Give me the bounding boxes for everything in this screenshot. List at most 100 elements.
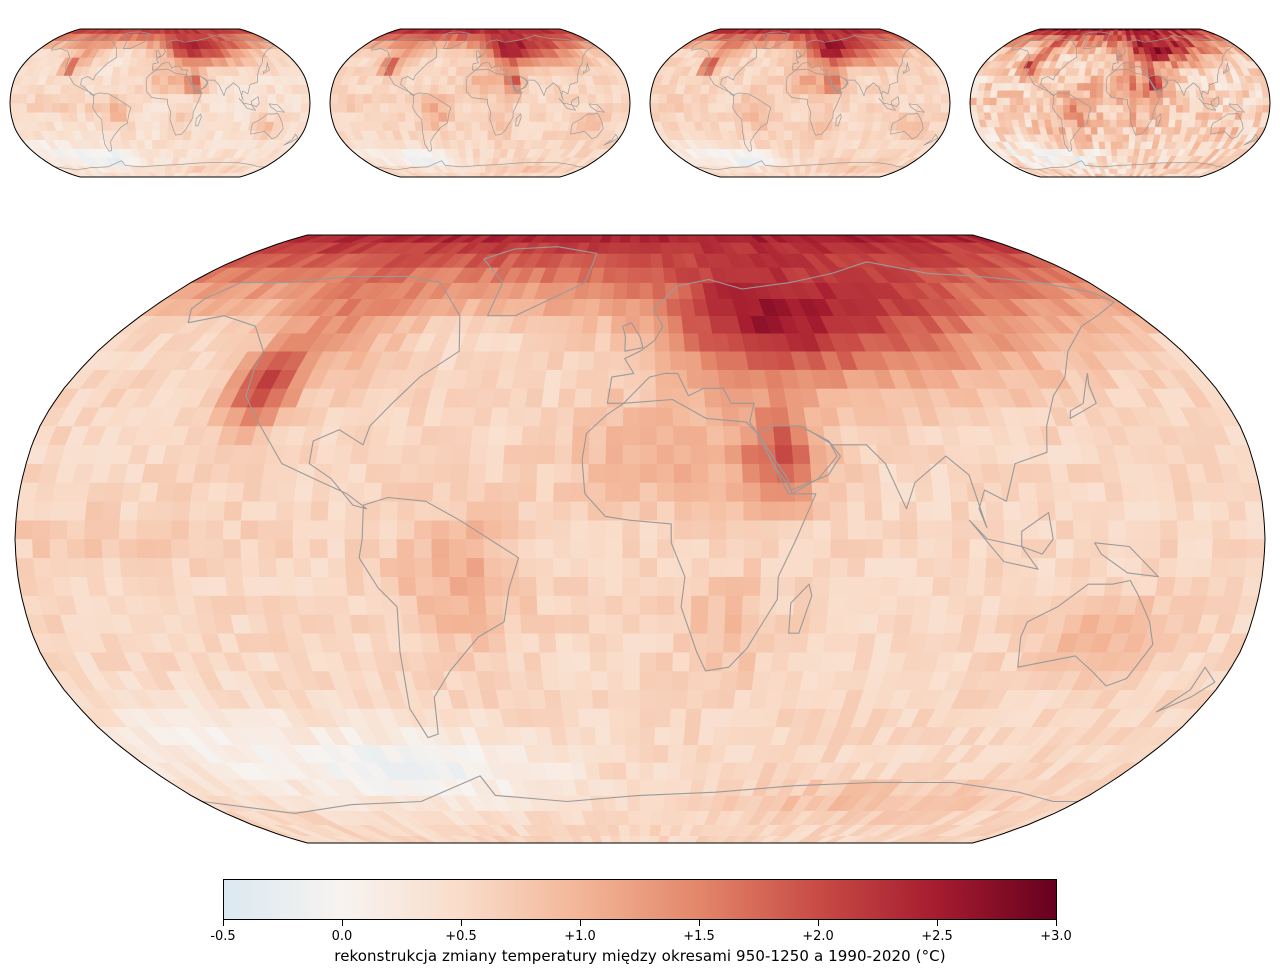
grid-cell <box>989 89 999 98</box>
grid-cell <box>101 93 111 104</box>
grid-cell <box>605 576 624 596</box>
small-map-1 <box>9 28 311 178</box>
grid-cell <box>829 500 849 521</box>
grid-cell <box>453 425 474 446</box>
grid-cell <box>153 33 161 41</box>
grid-cell <box>556 651 575 672</box>
grid-cell <box>403 632 424 653</box>
grid-cell <box>806 139 816 149</box>
grid-cell <box>1031 463 1053 483</box>
grid-cell <box>741 102 751 113</box>
grid-cell <box>1110 148 1118 156</box>
grid-cell <box>1089 111 1098 120</box>
grid-cell <box>152 40 161 49</box>
grid-cell <box>240 557 261 578</box>
grid-cell <box>791 444 811 464</box>
grid-cell <box>66 538 86 559</box>
grid-cell <box>1211 519 1231 540</box>
grid-cell <box>521 425 541 446</box>
grid-cell <box>190 576 211 596</box>
coastline <box>151 35 275 101</box>
grid-cell <box>873 84 884 95</box>
coastline <box>475 49 482 58</box>
grid-cell <box>539 406 559 427</box>
grid-cell <box>1177 538 1196 559</box>
grid-cell <box>521 93 531 104</box>
grid-cell <box>438 111 448 122</box>
grid-cell <box>207 576 228 596</box>
grid-cell <box>472 40 481 49</box>
grid-cell <box>639 726 656 746</box>
grid-cell <box>799 84 809 95</box>
grid-cell <box>403 425 424 446</box>
grid-cell <box>347 463 368 483</box>
grid-cell <box>674 102 685 113</box>
coastline <box>374 160 586 171</box>
grid-cell <box>1140 500 1161 521</box>
grid-cell <box>446 84 456 95</box>
grid-cell <box>874 102 884 113</box>
grid-cell <box>364 463 385 483</box>
grid-cell <box>362 93 373 104</box>
grid-cell <box>136 139 146 149</box>
grid-cell <box>943 444 965 464</box>
grid-cell <box>474 172 481 177</box>
grid-cell <box>538 425 558 446</box>
grid-cell <box>1069 104 1078 113</box>
map-frame <box>649 28 951 178</box>
grid-cell <box>1034 576 1056 596</box>
grid-cell <box>587 576 606 596</box>
grid-cell <box>569 111 580 122</box>
grid-cell <box>484 463 504 483</box>
grid-cell <box>656 538 676 559</box>
grid-cell <box>1125 519 1144 540</box>
grid-cell <box>145 148 154 158</box>
grid-cell <box>799 48 808 58</box>
grid-cell <box>864 557 884 578</box>
grid-cell <box>492 388 513 408</box>
grid-cell <box>691 93 701 104</box>
coastline <box>412 92 452 152</box>
grid-cell <box>330 93 340 104</box>
grid-cell <box>605 425 624 446</box>
grid-cell <box>687 670 706 691</box>
grid-cell <box>463 111 473 122</box>
grid-cell <box>588 444 607 464</box>
small-map-3 <box>649 28 951 178</box>
coastline <box>262 62 270 74</box>
grid-cell <box>983 576 1004 596</box>
grid-cell <box>579 726 597 746</box>
grid-cell <box>543 689 563 709</box>
grid-cell <box>420 632 441 653</box>
grid-cell <box>519 121 530 131</box>
grid-cell <box>159 130 169 140</box>
grid-cell <box>604 102 614 113</box>
grid-cell <box>799 139 809 149</box>
grid-cell <box>808 614 828 634</box>
grid-cell <box>1123 500 1144 521</box>
grid-cell <box>49 519 69 540</box>
grid-cell <box>1262 97 1270 106</box>
grid-cell <box>1056 97 1064 106</box>
grid-cell <box>1122 133 1130 142</box>
grid-cell <box>807 130 817 140</box>
grid-cell <box>159 65 169 76</box>
grid-cell <box>553 595 573 615</box>
grid-cell <box>743 557 762 578</box>
coastline <box>92 92 132 152</box>
coastline <box>1211 96 1220 108</box>
grid-cell <box>1009 89 1018 98</box>
grid-cell <box>527 369 547 389</box>
coastline <box>251 96 260 108</box>
coastline <box>442 31 470 49</box>
grid-cell <box>639 632 658 653</box>
grid-cell <box>1189 104 1197 113</box>
grid-cell <box>414 75 425 85</box>
grid-cell <box>1002 557 1022 578</box>
grid-cell <box>1156 104 1164 113</box>
grid-cell <box>101 538 121 559</box>
grid-cell <box>518 500 537 521</box>
grid-cell <box>200 111 211 122</box>
grid-cell <box>811 576 831 596</box>
grid-cell <box>1116 155 1124 163</box>
